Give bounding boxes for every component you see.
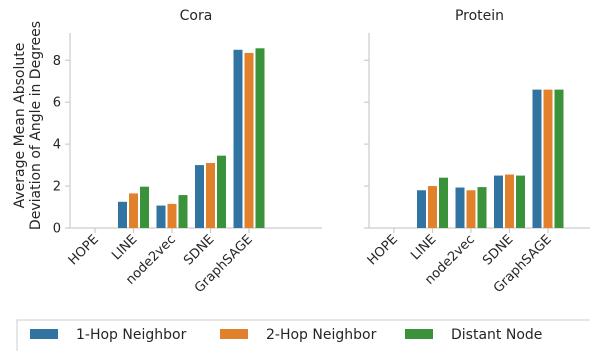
legend-label: 2-Hop Neighbor: [266, 327, 377, 343]
y-tick-label: 4: [53, 138, 61, 153]
bar-line-1: [118, 201, 127, 228]
y-tick-label: 0: [53, 222, 61, 237]
bar-node2vec-2: [466, 190, 476, 228]
bar-sdne-3: [516, 175, 525, 228]
bar-graphsage-1: [532, 89, 542, 228]
chart-title: Cora: [180, 8, 213, 24]
legend: 1-Hop Neighbor 2-Hop Neighbor Distant Node: [16, 319, 590, 351]
bar-line-1: [417, 190, 426, 228]
y-tick-label: 8: [53, 54, 61, 69]
bar-sdne-3: [217, 155, 226, 228]
x-tick-label: LINE: [408, 232, 439, 263]
bar-sdne-1: [195, 165, 204, 228]
bar-node2vec-1: [455, 187, 465, 228]
legend-swatch: [30, 329, 58, 339]
bar-line-3: [140, 186, 149, 228]
bar-line-2: [428, 186, 437, 228]
x-tick-label: HOPE: [365, 232, 401, 268]
bar-sdne-1: [494, 175, 503, 228]
x-tick-label: HOPE: [66, 232, 102, 268]
panel-cora: Cora 0 2 4 6 8 Average Mean AbsoluteDeviation …: [12, 8, 322, 296]
bar-node2vec-2: [167, 203, 177, 228]
bar-graphsage-1: [233, 49, 243, 228]
bar-graphsage-2: [543, 89, 553, 228]
legend-swatch: [405, 329, 433, 339]
y-tick-label: 2: [53, 180, 61, 195]
bar-sdne-2: [206, 163, 215, 228]
bar-sdne-2: [505, 174, 514, 228]
y-axis-label: Average Mean AbsoluteDeviation of Angle …: [12, 21, 44, 230]
bar-graphsage-2: [244, 52, 254, 228]
legend-label: Distant Node: [451, 327, 542, 343]
x-tick-label: SDNE: [181, 232, 217, 268]
legend-label: 1-Hop Neighbor: [76, 327, 187, 343]
bar-node2vec-3: [477, 187, 487, 228]
x-tick-label: SDNE: [480, 232, 516, 268]
chart-title: Protein: [455, 8, 504, 24]
bar-line-2: [129, 193, 138, 228]
bar-node2vec-3: [178, 195, 188, 228]
bar-line-3: [439, 177, 448, 228]
legend-swatch: [220, 329, 248, 339]
legend-frame: [16, 319, 590, 351]
bar-node2vec-1: [156, 205, 166, 228]
x-tick-label: LINE: [109, 232, 140, 263]
bar-graphsage-3: [554, 89, 564, 228]
bar-graphsage-3: [255, 48, 265, 228]
y-tick-label: 6: [53, 96, 61, 111]
